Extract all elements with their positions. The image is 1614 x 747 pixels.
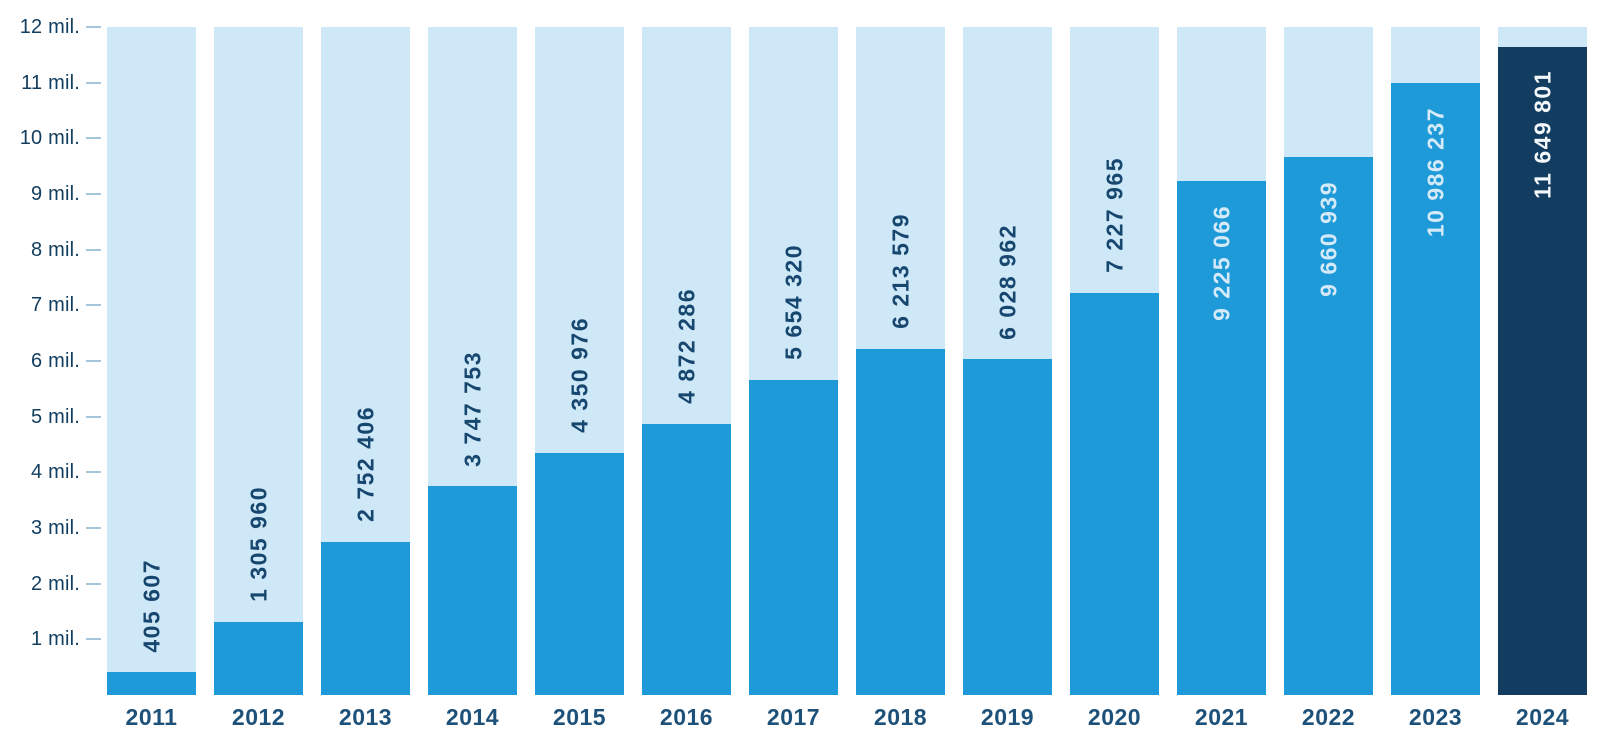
y-axis-tick-label: 4 mil. xyxy=(31,461,80,484)
bar-track: 2 752 406 xyxy=(321,27,410,695)
bar-value-label: 4 350 976 xyxy=(566,316,592,433)
x-axis-label: 2022 xyxy=(1301,703,1356,730)
y-axis-tick-label: 1 mil. xyxy=(31,628,80,651)
y-axis-tick-label: 9 mil. xyxy=(31,183,80,205)
x-axis-label: 2017 xyxy=(766,703,821,730)
bar-fill xyxy=(321,541,410,695)
bar-fill xyxy=(1070,292,1159,695)
bar-fill xyxy=(856,349,945,695)
x-axis-label: 2014 xyxy=(445,703,500,730)
bar-track: 9 660 939 xyxy=(1284,27,1373,695)
bar-track: 9 225 066 xyxy=(1177,27,1266,695)
bar-fill xyxy=(963,359,1052,695)
bar-track: 4 350 976 xyxy=(535,27,624,695)
y-axis-tick-mark xyxy=(86,415,101,418)
y-axis-tick-label: 5 mil. xyxy=(31,405,80,428)
bar-track: 5 654 320 xyxy=(749,27,838,695)
y-axis-tick-mark xyxy=(86,193,101,195)
bar-value-label: 9 660 939 xyxy=(1315,181,1341,298)
x-axis-label: 2012 xyxy=(231,703,286,730)
bar-track: 4 872 286 xyxy=(642,27,731,695)
bar-track: 405 607 xyxy=(107,27,196,695)
y-axis-tick-mark xyxy=(86,81,101,84)
bar-value-label: 9 225 066 xyxy=(1208,205,1234,322)
y-axis-tick-mark xyxy=(86,527,101,529)
y-axis-tick-label: 7 mil. xyxy=(31,294,80,317)
bar-fill xyxy=(749,380,838,695)
bar-value-label: 1 305 960 xyxy=(245,486,271,603)
y-axis-tick-label: 11 mil. xyxy=(21,71,80,94)
bar-value-label: 4 872 286 xyxy=(673,287,699,404)
bar-value-label: 7 227 965 xyxy=(1101,156,1127,273)
x-axis-label: 2020 xyxy=(1087,703,1142,730)
y-axis-tick-mark xyxy=(86,360,101,362)
x-axis-label: 2019 xyxy=(980,703,1035,730)
bar-value-label: 5 654 320 xyxy=(780,244,806,361)
bar-fill xyxy=(1498,46,1587,695)
bar-fill xyxy=(1284,157,1373,695)
x-axis-label: 2018 xyxy=(873,703,928,730)
y-axis-tick-mark xyxy=(86,304,101,307)
bar-value-label: 6 213 579 xyxy=(887,213,913,330)
bar-track: 7 227 965 xyxy=(1070,27,1159,695)
bar-fill xyxy=(642,423,731,695)
bar-fill xyxy=(428,486,517,695)
bar-value-label: 3 747 753 xyxy=(459,350,485,467)
bar-track: 11 649 801 xyxy=(1498,27,1587,695)
x-axis-label: 2016 xyxy=(659,703,714,730)
x-axis-label: 2021 xyxy=(1194,703,1249,730)
bar-track: 10 986 237 xyxy=(1391,27,1480,695)
y-axis-tick-label: 8 mil. xyxy=(31,238,80,261)
bar-value-label: 405 607 xyxy=(138,558,164,653)
y-axis-tick-label: 10 mil. xyxy=(19,127,80,150)
bar-track: 6 028 962 xyxy=(963,27,1052,695)
bar-fill xyxy=(1177,181,1266,695)
bar-track: 1 305 960 xyxy=(214,27,303,695)
bar-value-label: 2 752 406 xyxy=(352,405,378,522)
bar-fill xyxy=(1391,83,1480,695)
y-axis-tick-mark xyxy=(86,137,101,140)
bar-value-label: 6 028 962 xyxy=(994,223,1020,340)
bar-value-label: 10 986 237 xyxy=(1422,107,1448,238)
bar-fill xyxy=(214,622,303,695)
x-axis-label: 2015 xyxy=(552,703,607,730)
y-axis-tick-mark xyxy=(86,471,101,474)
y-axis-tick-label: 2 mil. xyxy=(31,572,80,595)
bar-track: 6 213 579 xyxy=(856,27,945,695)
bar-track: 3 747 753 xyxy=(428,27,517,695)
bar-value-label: 11 649 801 xyxy=(1529,70,1555,200)
y-axis-tick-mark xyxy=(86,248,101,251)
y-axis-tick-mark xyxy=(86,582,101,585)
y-axis-tick-label: 12 mil. xyxy=(19,16,80,38)
y-axis-tick-label: 3 mil. xyxy=(31,517,80,539)
bar-fill xyxy=(535,452,624,695)
y-axis-tick-label: 6 mil. xyxy=(31,350,80,372)
x-axis-label: 2024 xyxy=(1515,703,1570,730)
x-axis-label: 2023 xyxy=(1408,703,1463,730)
x-axis-label: 2013 xyxy=(338,703,393,730)
bar-fill xyxy=(107,672,196,695)
y-axis-tick-mark xyxy=(86,26,101,28)
x-axis-label: 2011 xyxy=(125,703,178,730)
y-axis-tick-mark xyxy=(86,638,101,641)
